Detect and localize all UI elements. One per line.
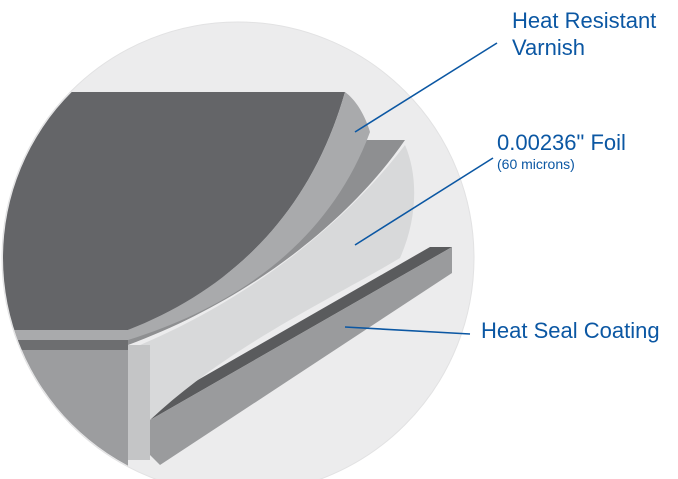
varnish-layer-top (3, 92, 345, 330)
varnish-callout-line (354, 42, 498, 133)
foil-edge-front (3, 340, 128, 350)
heat-seal-callout-line (344, 326, 471, 335)
foil-label: 0.00236" Foil (60 microns) (497, 129, 626, 172)
varnish-layer-edge (128, 92, 370, 340)
heat-seal-layer-side (150, 247, 452, 465)
varnish-label-line2: Varnish (512, 35, 585, 60)
foil-layer-side (128, 145, 415, 455)
foil-callout-line (354, 157, 494, 246)
heat-seal-label: Heat Seal Coating (481, 318, 660, 343)
foil-label-sub: (60 microns) (497, 156, 575, 172)
foil-corner-face (128, 345, 150, 460)
foil-layer-front (3, 350, 128, 479)
varnish-label: Heat Resistant Varnish (512, 7, 656, 61)
foil-label-main: 0.00236" Foil (497, 130, 626, 155)
heat-seal-layer-top (128, 247, 452, 420)
varnish-label-line1: Heat Resistant (512, 8, 657, 33)
varnish-edge-front (3, 330, 128, 340)
